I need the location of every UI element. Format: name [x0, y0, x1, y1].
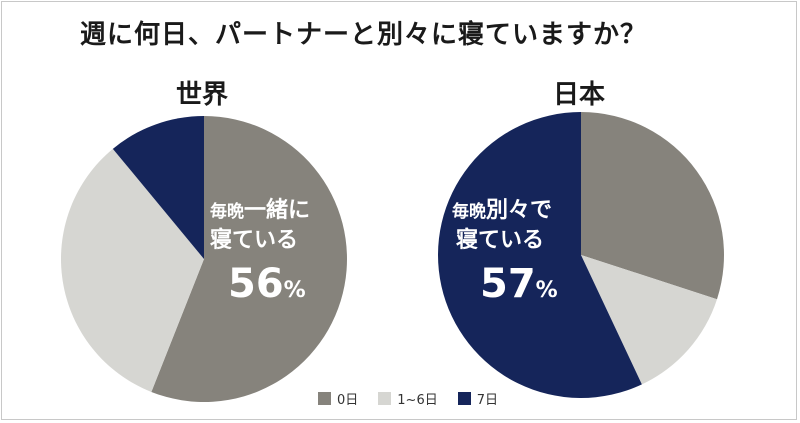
- world-pie-slice-1: [60, 148, 205, 392]
- legend-label: 0日: [337, 393, 359, 408]
- legend-item-one-to-six-days: 1~6日: [378, 389, 438, 408]
- world-annotation-line1-small: 毎晩: [210, 202, 244, 222]
- world-annotation-unit: %: [283, 278, 306, 303]
- japan-pie-slice-2: [437, 112, 642, 398]
- japan-chart-title: 日本: [553, 80, 606, 110]
- legend-swatch: [378, 392, 392, 405]
- japan-pie-slice-1: [581, 255, 718, 385]
- japan-pie-slice-0: [581, 112, 724, 300]
- legend-label: 7日: [476, 393, 498, 408]
- legend-swatch: [457, 392, 471, 405]
- legend-label: 1~6日: [397, 393, 438, 408]
- japan-annotation-line1-small: 毎晩: [452, 202, 486, 222]
- japan-pie: [437, 112, 724, 398]
- world-pie-slice-0: [151, 116, 347, 402]
- world-annotation-line1-big: 一緒に: [244, 198, 311, 223]
- japan-annotation-unit: %: [535, 278, 558, 303]
- legend: 0日 1~6日 7日: [318, 389, 498, 408]
- world-chart-title: 世界: [176, 80, 229, 110]
- world-pie-slice-2: [112, 116, 204, 259]
- japan-annotation-line2: 寝ている: [456, 228, 545, 253]
- world-annotation-line2: 寝ている: [210, 228, 299, 253]
- legend-swatch: [318, 392, 331, 405]
- legend-item-zero-days: 0日: [318, 389, 358, 408]
- page-title: 週に何日、パートナーと別々に寝ていますか？: [80, 20, 648, 50]
- world-annotation-value: 56: [228, 261, 284, 307]
- world-pie: [60, 116, 347, 402]
- legend-item-seven-days: 7日: [457, 389, 498, 408]
- japan-annotation-value: 57: [480, 261, 536, 307]
- japan-annotation-line1-big: 別々で: [486, 198, 553, 223]
